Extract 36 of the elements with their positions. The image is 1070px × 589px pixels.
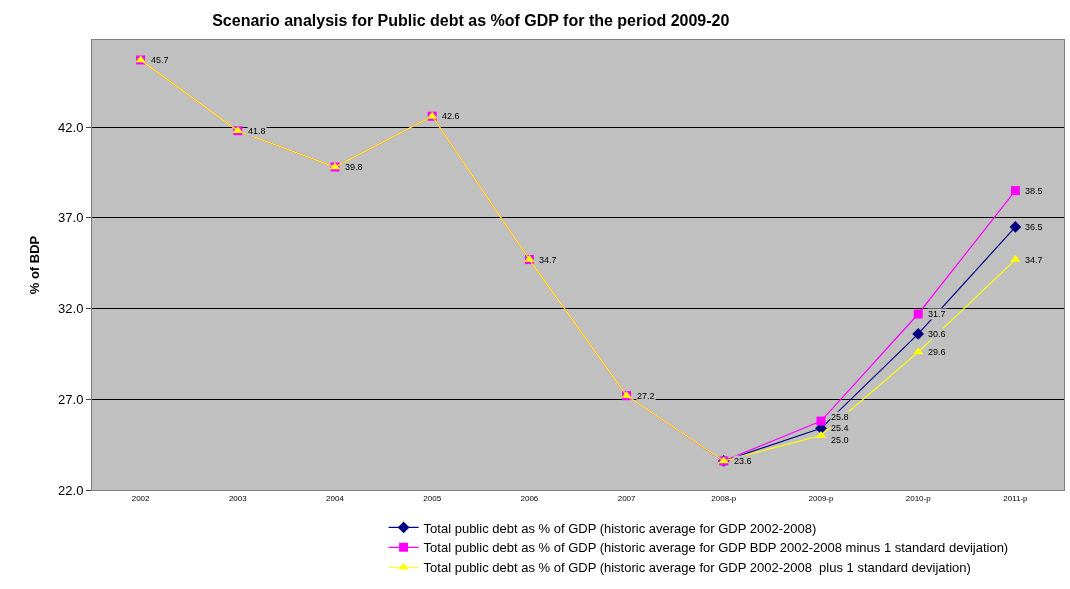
y-axis-title: % of BDP: [27, 235, 43, 295]
legend-label: Total public debt as % of GDP (historic average for GDP BDP 2002-2008 minus 1 standard devijation): [423, 540, 1009, 556]
data-label: 38.5: [1025, 186, 1043, 196]
x-tick-label: 2009-p: [808, 493, 834, 503]
data-label: 30.6: [928, 329, 946, 339]
y-tick-label: 37.0: [58, 210, 84, 226]
data-label: 42.6: [442, 111, 460, 121]
data-label: 34.7: [1025, 255, 1043, 265]
data-label: 41.8: [248, 126, 266, 136]
data-label: 36.5: [1025, 222, 1043, 232]
x-tick-label: 2011-p: [1003, 493, 1029, 503]
data-label: 34.7: [539, 255, 557, 265]
data-label: 27.2: [637, 391, 655, 401]
x-tick-label: 2010-p: [905, 493, 932, 503]
data-label: 25.0: [831, 435, 849, 445]
x-tick-label: 2002: [131, 493, 151, 503]
data-label: 29.6: [928, 347, 946, 357]
data-label: 25.8: [831, 412, 849, 422]
y-tick-label: 42.0: [58, 119, 84, 135]
data-label: 31.7: [928, 309, 946, 319]
data-label: 39.8: [345, 162, 363, 172]
x-tick-label: 2007: [617, 493, 637, 503]
y-tick-label: 27.0: [58, 391, 84, 407]
x-tick-label: 2008-p: [711, 493, 737, 503]
x-tick-label: 2004: [326, 493, 345, 503]
x-tick-label: 2005: [423, 493, 442, 503]
chart-title: Scenario analysis for Public debt as %of GDP for the period 2009-20: [212, 11, 730, 29]
y-tick-label: 22.0: [58, 482, 84, 498]
legend-label: Total public debt as % of GDP (historic average for GDP 2002-2008 plus 1 standard devijation): [423, 560, 971, 576]
legend-label: Total public debt as % of GDP (historic average for GDP 2002-2008): [423, 520, 817, 536]
y-tick-label: 32.0: [58, 301, 84, 317]
x-tick-label: 2006: [520, 493, 539, 503]
data-label: 23.6: [734, 456, 752, 466]
data-label: 45.7: [151, 55, 169, 65]
data-label: 25.4: [831, 423, 849, 433]
x-tick-label: 2003: [228, 493, 248, 503]
